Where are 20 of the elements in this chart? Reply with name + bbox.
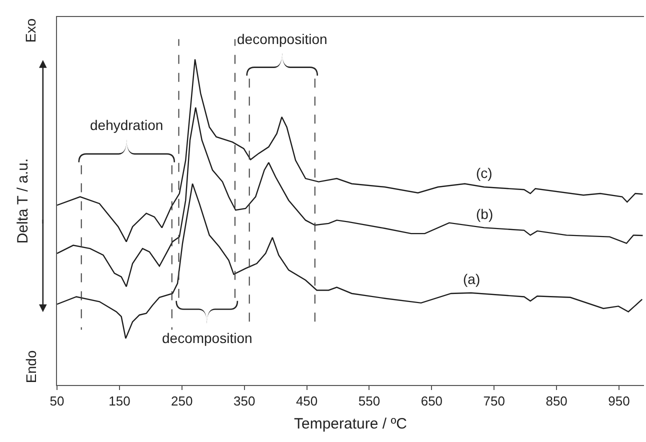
x-tick-label: 850: [546, 394, 568, 409]
x-tick-label: 250: [171, 394, 193, 409]
x-tick-label: 750: [483, 394, 505, 409]
series-label: (c): [476, 165, 492, 181]
x-tick-label: 650: [420, 394, 443, 409]
annotation: decomposition: [162, 330, 252, 346]
x-tick-label: 950: [608, 394, 630, 409]
text: Exo: [22, 18, 39, 43]
annotation: dehydration: [90, 117, 164, 133]
series-label: (b): [476, 206, 494, 222]
x-tick-label: 50: [50, 394, 64, 409]
y-axis-title: Delta T / a.u.: [14, 158, 32, 244]
x-tick-label: 150: [108, 394, 130, 409]
x-tick-label: 450: [296, 394, 318, 409]
x-tick-label: 550: [358, 394, 380, 409]
text: Endo: [23, 350, 40, 384]
x-tick-label: 350: [233, 394, 256, 409]
series-label: (a): [463, 271, 480, 287]
x-axis-title: Temperature / ºC: [294, 416, 408, 433]
text: decomposition: [237, 31, 328, 47]
